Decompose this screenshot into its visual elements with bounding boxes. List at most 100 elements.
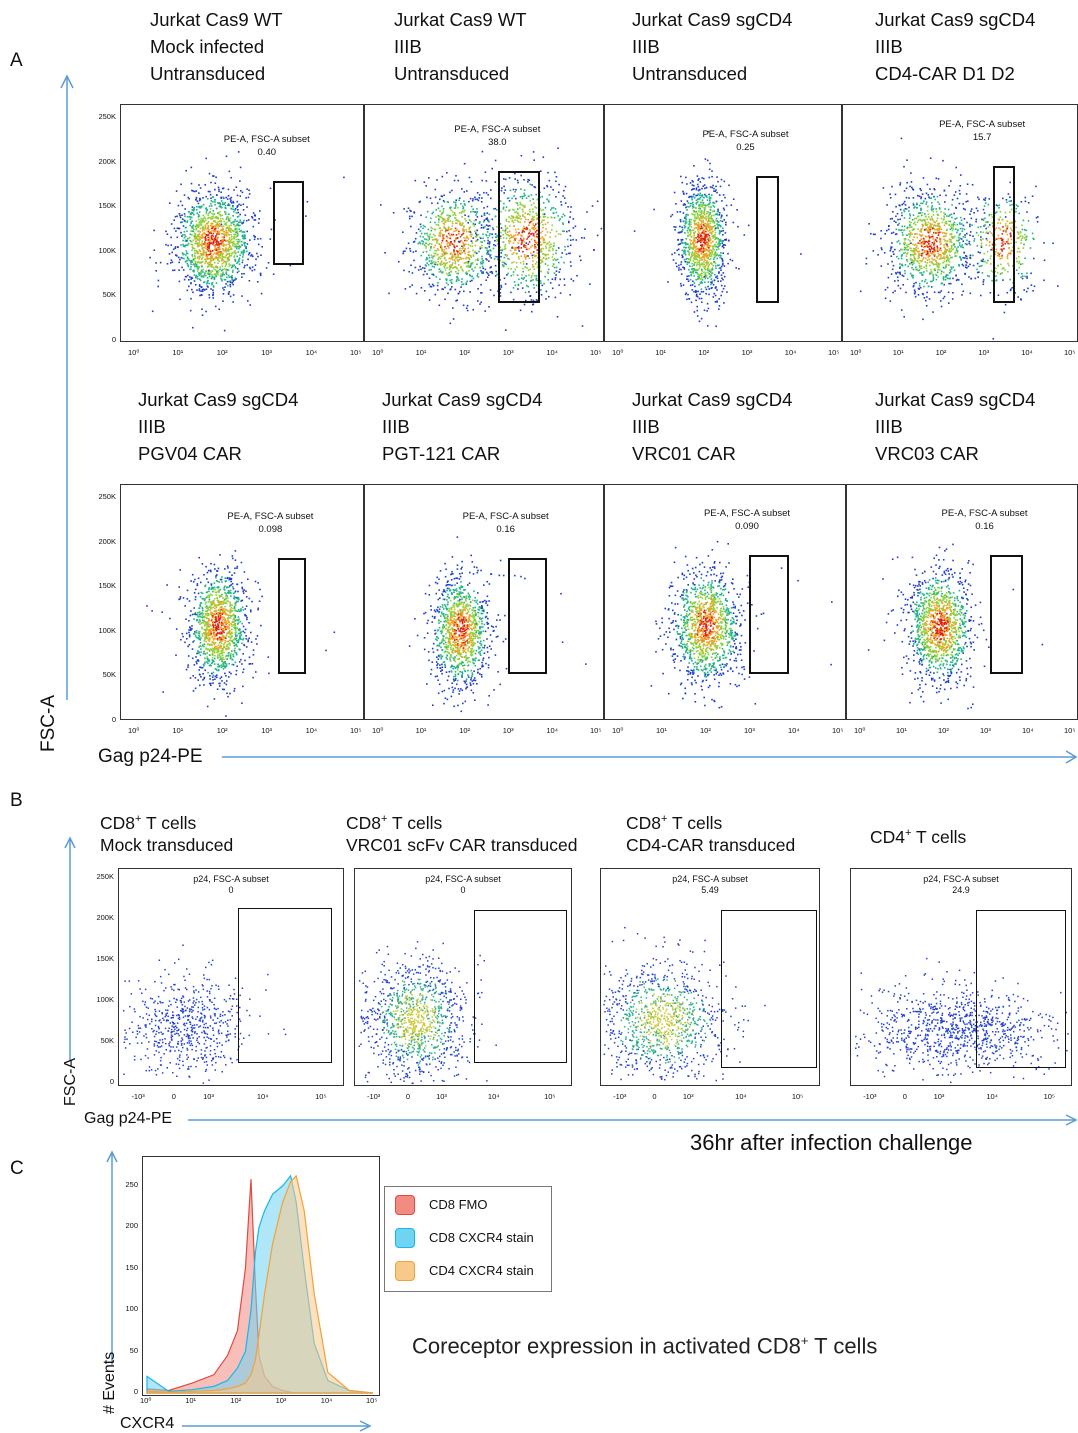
- event-dot: [482, 237, 484, 240]
- event-dot: [937, 264, 939, 267]
- event-dot: [703, 261, 705, 263]
- event-dot: [929, 188, 931, 190]
- event-dot: [454, 260, 456, 263]
- event-dot: [718, 240, 721, 242]
- x-tick-label: 10³: [261, 348, 273, 357]
- event-dot: [702, 263, 704, 265]
- event-dot: [226, 280, 229, 283]
- event-dot: [516, 246, 518, 249]
- event-dot: [231, 202, 233, 204]
- event-dot: [458, 264, 460, 266]
- event-dot: [202, 219, 205, 221]
- event-dot: [951, 256, 954, 259]
- event-dot: [710, 269, 712, 271]
- event-dot: [966, 183, 969, 185]
- event-dot: [900, 309, 903, 311]
- event-dot: [543, 282, 545, 285]
- event-dot: [904, 238, 907, 240]
- event-dot: [566, 230, 568, 233]
- event-dot: [513, 239, 516, 242]
- event-dot: [722, 252, 724, 254]
- event-dot: [713, 245, 715, 248]
- event-dot: [514, 211, 516, 214]
- event-dot: [232, 208, 235, 211]
- event-dot: [693, 227, 696, 229]
- event-dot: [209, 217, 211, 219]
- event-dot: [927, 226, 929, 228]
- event-dot: [527, 236, 529, 238]
- event-dot: [678, 253, 680, 256]
- event-dot: [949, 220, 952, 223]
- event-dot: [569, 234, 572, 237]
- event-dot: [931, 280, 933, 283]
- gate-rectangle[interactable]: [273, 180, 305, 265]
- event-dot: [522, 225, 525, 228]
- event-dot: [955, 274, 957, 277]
- event-dot: [254, 215, 256, 217]
- event-dot: [959, 185, 962, 187]
- event-dot: [700, 277, 703, 279]
- event-dot: [232, 215, 234, 217]
- event-dot: [696, 293, 698, 296]
- event-dot: [696, 183, 699, 186]
- event-dot: [716, 264, 719, 267]
- event-dot: [237, 243, 239, 245]
- event-dot: [451, 257, 453, 259]
- event-dot: [529, 268, 531, 271]
- event-dot: [235, 227, 238, 230]
- event-dot: [583, 237, 586, 239]
- event-dot: [195, 228, 197, 231]
- event-dot: [889, 218, 892, 220]
- gate-rectangle[interactable]: [756, 175, 779, 303]
- event-dot: [184, 275, 187, 278]
- event-dot: [714, 287, 717, 289]
- event-dot: [422, 243, 424, 245]
- event-dot: [906, 234, 908, 236]
- event-dot: [531, 257, 534, 259]
- event-dot: [530, 221, 532, 223]
- event-dot: [554, 208, 557, 210]
- event-dot: [544, 263, 547, 265]
- event-dot: [535, 299, 538, 301]
- event-dot: [521, 231, 524, 233]
- event-dot: [532, 151, 535, 153]
- event-dot: [506, 233, 508, 236]
- event-dot: [488, 246, 490, 248]
- event-dot: [181, 257, 184, 259]
- event-dot: [243, 236, 246, 239]
- event-dot: [222, 261, 225, 264]
- event-dot: [207, 216, 210, 219]
- event-dot: [713, 190, 715, 192]
- event-dot: [709, 162, 711, 165]
- event-dot: [457, 240, 460, 243]
- event-dot: [235, 186, 238, 188]
- event-dot: [570, 206, 572, 208]
- event-dot: [910, 253, 912, 256]
- event-dot: [696, 272, 698, 274]
- event-dot: [531, 264, 534, 266]
- event-dot: [533, 228, 536, 231]
- event-dot: [511, 236, 514, 239]
- event-dot: [522, 260, 525, 263]
- event-dot: [442, 233, 444, 236]
- event-dot: [229, 230, 231, 233]
- event-dot: [900, 257, 903, 260]
- event-dot: [524, 204, 526, 207]
- event-dot: [955, 255, 958, 257]
- event-dot: [932, 259, 935, 261]
- event-dot: [517, 214, 520, 216]
- event-dot: [499, 237, 502, 240]
- event-dot: [184, 215, 186, 217]
- event-dot: [236, 229, 238, 231]
- event-dot: [170, 262, 172, 264]
- event-dot: [440, 195, 443, 197]
- event-dot: [528, 247, 531, 250]
- event-dot: [555, 259, 557, 261]
- event-dot: [445, 227, 447, 230]
- event-dot: [450, 264, 452, 266]
- x-tick-label: 10²: [216, 348, 228, 357]
- gate-rectangle[interactable]: [498, 171, 541, 303]
- event-dot: [431, 283, 434, 286]
- event-dot: [483, 212, 486, 215]
- event-dot: [452, 254, 454, 256]
